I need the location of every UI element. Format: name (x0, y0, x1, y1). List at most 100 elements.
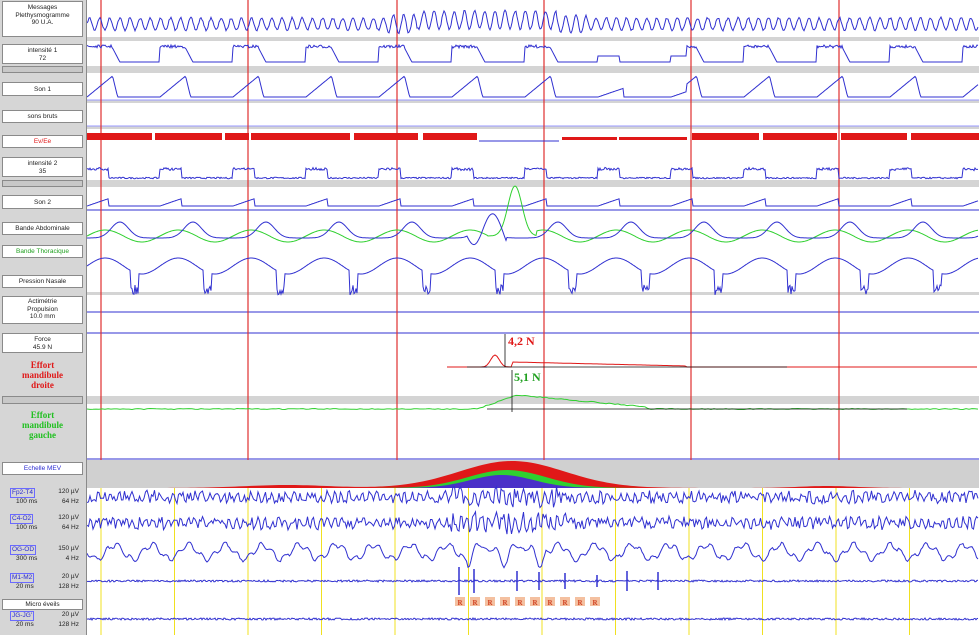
label-thoracic-band[interactable]: Bande Thoracique (2, 245, 83, 258)
label-int1: intensité 1 (27, 47, 58, 54)
arousal-mark-box (485, 597, 495, 606)
eeg-amp-0: 120 µV (58, 488, 79, 495)
label-int2: intensité 2 (27, 160, 58, 167)
channel-label-panel: Messages Plethysmogramme 90 U.A. intensi… (0, 0, 87, 635)
label-actimetrie: Actimétrie (28, 298, 57, 305)
evee-bar (251, 133, 350, 140)
label-effort-g2: mandibule (21, 420, 63, 430)
signal-trace-area[interactable]: 4,2 N 5,1 N R R R R R R R R R R (87, 0, 979, 635)
arousal-mark-text: R (517, 599, 523, 607)
label-sons-bruts: sons bruts (27, 113, 58, 120)
label-propulsion-value: 10.0 mm (29, 313, 56, 320)
label-nasal-pressure[interactable]: Pression Nasale (2, 275, 83, 288)
label-evee[interactable]: Ev/Ee (2, 135, 83, 148)
eeg-label-3[interactable]: M1-M2 20 µV 20 ms 128 Hz (2, 573, 83, 591)
label-intensity-1[interactable]: intensité 1 72 (2, 44, 83, 64)
separator-band (87, 126, 979, 129)
trace-abdominal-band (87, 213, 979, 246)
evee-bar (225, 133, 249, 140)
evee-bar (423, 133, 477, 140)
arousal-mark-text: R (577, 599, 583, 607)
arousal-mark: R (515, 597, 525, 607)
label-sound-2[interactable]: Son 2 (2, 195, 83, 209)
force-right-label: 4,2 N (508, 334, 535, 348)
eeg-chan-2: OG-OD (10, 545, 37, 555)
arousal-mark: R (575, 597, 585, 607)
label-propulsion: Propulsion (27, 305, 58, 313)
trace-nasal-pressure (87, 257, 979, 296)
label-micro-arousals[interactable]: Micro éveils (2, 599, 83, 610)
label-int1-value: 72 (38, 54, 47, 62)
separator-band (87, 180, 979, 187)
arousal-mark-box (455, 597, 465, 606)
separator-band (87, 66, 979, 73)
label-pleth-value: 90 U.A. (31, 19, 54, 26)
eeg-freq-1: 64 Hz (62, 524, 79, 531)
trace-sound-1 (87, 75, 979, 98)
label-plethysmogram[interactable]: Messages Plethysmogramme 90 U.A. (2, 1, 83, 37)
label-pression: Pression Nasale (18, 278, 67, 285)
arousal-mark-text: R (487, 599, 493, 607)
eeg-amp-1: 120 µV (58, 514, 79, 521)
evee-bar (911, 133, 979, 140)
arousal-mark: R (485, 597, 495, 607)
eeg-chan-1: C4-O2 (10, 514, 34, 524)
arousal-mark-text: R (472, 599, 478, 607)
arousal-mark: R (470, 597, 480, 607)
evee-bar (619, 137, 687, 140)
mev-area-green (87, 470, 979, 488)
eeg-label-0[interactable]: Fp2-T4 120 µV 100 ms 64 Hz (2, 488, 83, 506)
eeg-freq-2: 4 Hz (65, 555, 79, 562)
epoch-markers (100, 0, 910, 635)
label-mev-scale[interactable]: Echelle MEV (2, 462, 83, 475)
eeg-amp-2: 150 µV (58, 545, 79, 552)
arousal-mark-text: R (502, 599, 508, 607)
eeg-label-4[interactable]: JG-JG' 20 µV 20 ms 128 Hz (2, 611, 83, 629)
trace-intensity-1 (87, 43, 979, 63)
label-actimetry[interactable]: Actimétrie Propulsion 10.0 mm (2, 296, 83, 324)
trace-eog-og-od (87, 541, 979, 569)
arousal-mark-box (545, 597, 555, 606)
signal-traces (87, 9, 979, 622)
label-force-value: 45.9 N (32, 343, 53, 351)
arousal-mark: R (545, 597, 555, 607)
arousal-mark-text: R (562, 599, 568, 607)
eeg-freq-4: 128 Hz (58, 621, 79, 628)
eeg-time-3: 20 ms (16, 583, 34, 590)
label-abdominal-band[interactable]: Bande Abdominale (2, 222, 83, 235)
arousal-mark-text: R (532, 599, 538, 607)
arousal-mark: R (530, 597, 540, 607)
eeg-time-4: 20 ms (16, 621, 34, 628)
force-annotations: 4,2 N 5,1 N (508, 334, 541, 384)
label-sound-1[interactable]: Son 1 (2, 82, 83, 96)
label-echelle: Echelle MEV (23, 465, 62, 472)
label-raw-sounds[interactable]: sons bruts (2, 110, 83, 123)
eeg-label-1[interactable]: C4-O2 120 µV 100 ms 64 Hz (2, 514, 83, 532)
label-son1: Son 1 (34, 86, 51, 93)
arousal-mark-text: R (547, 599, 553, 607)
arousal-mark-box (530, 597, 540, 606)
eeg-chan-4: JG-JG' (10, 611, 35, 621)
label-force[interactable]: Force 45.9 N (2, 333, 83, 353)
label-spacer (2, 66, 83, 73)
label-intensity-2[interactable]: intensité 2 35 (2, 157, 83, 177)
eeg-chan-0: Fp2-T4 (10, 488, 35, 498)
separator-band (87, 37, 979, 41)
eeg-freq-3: 128 Hz (58, 583, 79, 590)
eeg-amp-4: 20 µV (61, 611, 79, 618)
arousal-mark-box (575, 597, 585, 606)
label-force-text: Force (34, 336, 51, 343)
eeg-chan-3: M1-M2 (10, 573, 35, 583)
arousal-mark: R (590, 597, 600, 607)
trace-sound-2 (87, 198, 979, 207)
label-effort-d2: mandibule (21, 370, 63, 380)
label-pleth: Plethysmogramme (15, 11, 70, 19)
arousal-mark-box (500, 597, 510, 606)
eeg-label-2[interactable]: OG-OD 150 µV 300 ms 4 Hz (2, 545, 83, 563)
evee-bar (841, 133, 907, 140)
force-left-label: 5,1 N (514, 370, 541, 384)
eeg-time-1: 100 ms (16, 524, 38, 531)
evee-bar (763, 133, 837, 140)
mev-area-blue (87, 475, 979, 488)
